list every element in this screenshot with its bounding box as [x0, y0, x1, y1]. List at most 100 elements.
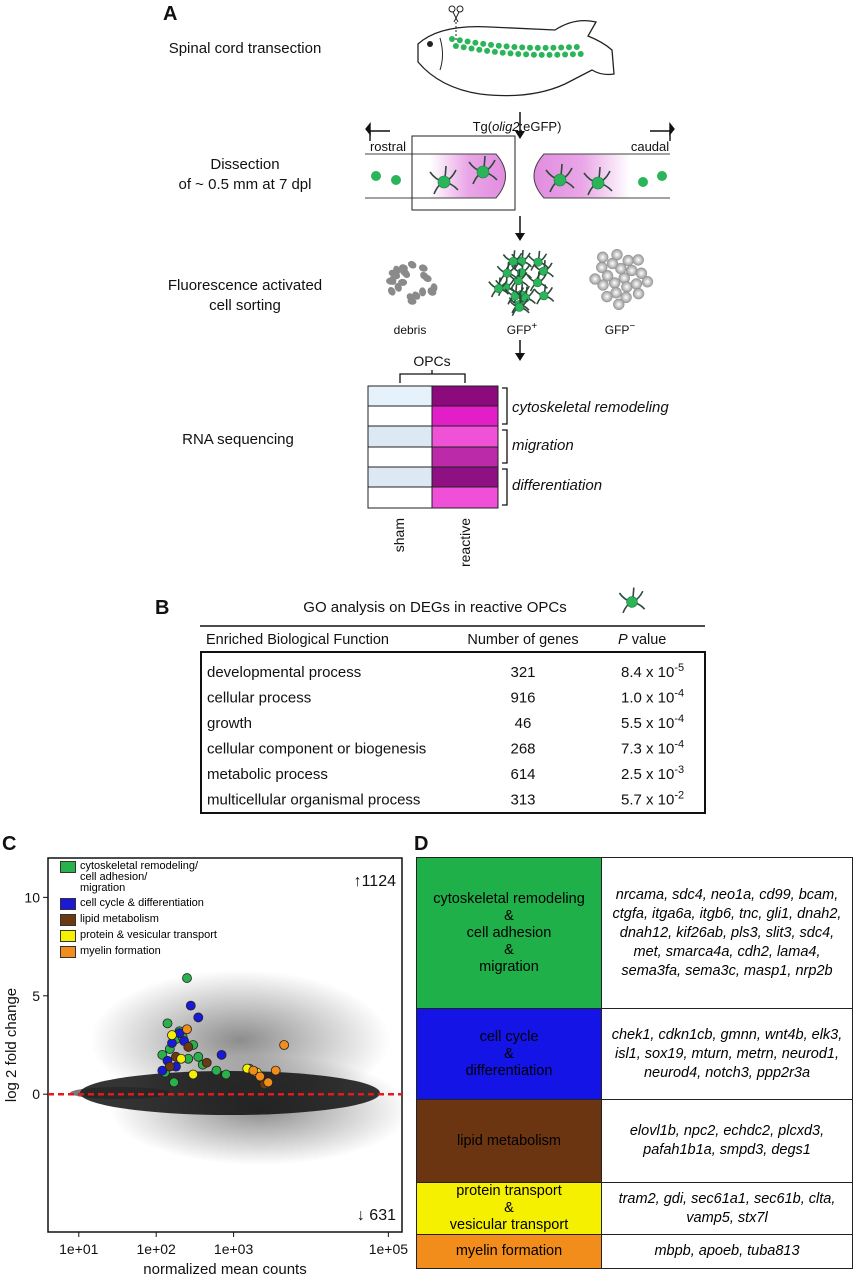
y-axis-label: log 2 fold change: [3, 988, 20, 1102]
debris: [393, 265, 401, 275]
data-point: [216, 1049, 227, 1060]
legend-label: cytoskeletal remodeling/ cell adhesion/ …: [80, 860, 199, 894]
p-exponent: -4: [674, 739, 684, 751]
gfp-negative-cell: [589, 273, 601, 285]
function-cell: cellular process: [207, 690, 311, 707]
sort-label: GFP−: [605, 321, 636, 337]
gfp-negative-cell: [597, 279, 609, 291]
fish-cell: [495, 42, 502, 49]
fish-eye: [427, 41, 433, 47]
legend-entry: cytoskeletal remodeling/ cell adhesion/ …: [60, 861, 217, 894]
function-cell: growth: [207, 715, 252, 732]
gfp-negative-cell: [635, 267, 648, 280]
table-row: cell cycle & differentiation chek1, cdkn1…: [416, 1008, 853, 1100]
cell-body: [553, 173, 567, 187]
fish-cell: [503, 43, 510, 50]
column-label: sham: [391, 518, 407, 552]
fish-cell: [484, 47, 491, 54]
annotation: ↑1124: [354, 873, 397, 890]
p-value-cell: 5.5 x 10-4: [621, 713, 684, 732]
column-label: reactive: [457, 518, 473, 567]
table-header: Number of genes: [467, 632, 578, 648]
fish-cell: [569, 51, 576, 58]
cell-body: [539, 291, 549, 301]
fish-cell: [534, 44, 541, 51]
data-point: [162, 1018, 173, 1029]
data-point: [176, 1053, 187, 1064]
step-label: RNA sequencing: [182, 431, 294, 448]
panel-label: D: [414, 833, 428, 855]
free-cell: [657, 171, 667, 181]
panel-label: C: [2, 833, 16, 855]
data-point: [248, 1065, 259, 1076]
fish-cell: [577, 51, 584, 57]
gfp-negative-cell: [632, 254, 644, 266]
gfp-negative-cell: [596, 251, 609, 263]
cell-body: [437, 175, 451, 189]
y-tick-label: 10: [24, 889, 40, 905]
cell-body: [626, 596, 638, 608]
function-cell: cellular component or biogenesis: [207, 741, 426, 758]
plot-frame: [47, 857, 403, 1233]
gfp-negative-cell: [613, 298, 625, 311]
legend-entry: myelin formation: [60, 946, 217, 958]
p-mantissa: 7.3 x 10: [621, 741, 674, 758]
genes-cell: 313: [510, 792, 535, 809]
annotation: ↓ 631: [357, 1207, 396, 1224]
background-cloud: [70, 970, 402, 1165]
cell-body: [533, 257, 543, 267]
function-cell: metabolic process: [207, 766, 328, 783]
fish-cell: [573, 44, 580, 50]
gfp-negative-cell: [626, 264, 638, 277]
legend-label: myelin formation: [80, 945, 161, 957]
p-mantissa: 8.4 x 10: [621, 664, 674, 681]
fish-cell: [530, 51, 537, 58]
legend-swatch: [60, 930, 76, 942]
data-point: [167, 1030, 177, 1041]
fish-cell: [499, 49, 506, 56]
sorted-cells: [386, 248, 654, 317]
scissors: [448, 5, 464, 42]
sort-label-sup: −: [629, 321, 635, 332]
fish: [417, 19, 615, 97]
data-point: [182, 973, 192, 983]
gfp-negative-cell: [641, 276, 654, 288]
legend: cytoskeletal remodeling/ cell adhesion/ …: [60, 861, 217, 962]
genes-cell: chek1, cdkn1cb, gmnn, wnt4b, elk3, isl1,…: [601, 1008, 853, 1100]
fish-cell: [488, 41, 494, 48]
fish-cell: [460, 44, 467, 51]
table-box: [200, 651, 706, 814]
panel-label: B: [155, 597, 169, 619]
gfp-negative-cell: [620, 291, 632, 304]
data-point: [188, 1069, 199, 1080]
transgene-part: :eGFP): [520, 119, 562, 134]
plot-area: 1e+01 1e+02 1e+03 1e+05 10 5 0 normalized mean …: [3, 857, 408, 1278]
legend-entry: protein & vesicular transport: [60, 930, 217, 942]
debris: [389, 276, 397, 285]
cell-body: [476, 165, 490, 179]
p-mantissa: 5.5 x 10: [621, 715, 674, 732]
table-header: Enriched Biological Function: [206, 632, 389, 648]
p-exponent: -3: [674, 764, 684, 776]
caudal-label: caudal: [631, 139, 669, 154]
gfp-negative-cell: [630, 278, 643, 290]
genes-cell: mbpb, apoeb, tuba813: [601, 1234, 853, 1269]
genes-cell: tram2, gdi, sec61a1, sec61b, clta, vamp5…: [601, 1182, 853, 1235]
fish-gill: [439, 37, 443, 71]
category-cell: lipid metabolism: [416, 1099, 602, 1183]
step-label: of ~ 0.5 mm at 7 dpl: [179, 176, 312, 193]
fish-cell: [519, 44, 526, 51]
legend-label: protein & vesicular transport: [80, 929, 217, 941]
cell-body: [533, 278, 543, 288]
step-label: cell sorting: [209, 297, 281, 314]
header-part: value: [628, 632, 667, 648]
data-point: [221, 1069, 231, 1080]
debris: [387, 287, 396, 296]
fish-cell: [449, 36, 455, 42]
category-cell: protein transport & vesicular transport: [416, 1182, 602, 1235]
table-rows: developmental process 321 8.4 x 10-5 cellul…: [207, 662, 684, 809]
genes-cell: 614: [510, 766, 535, 783]
step-label: Fluorescence activated: [168, 277, 322, 294]
function-cell: developmental process: [207, 664, 361, 681]
